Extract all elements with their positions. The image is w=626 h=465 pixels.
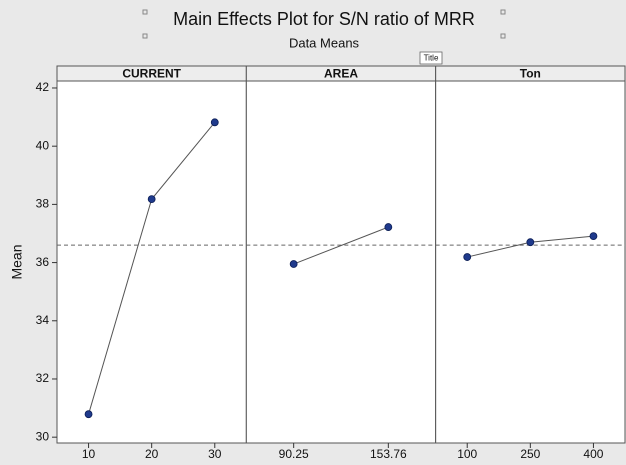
panel [245,80,437,444]
panel-title: CURRENT [122,67,181,81]
y-tick-label: 30 [36,429,50,443]
marker [84,410,93,419]
x-tick-label: 153.76 [370,447,407,461]
tooltip: Title [424,54,439,63]
panel-header [435,65,626,82]
y-tick-label: 42 [36,80,50,94]
handle [500,33,506,39]
x-tick-label: 90.25 [279,447,309,461]
y-axis-label: Mean [9,244,25,279]
marker [589,232,598,241]
chart-subtitle: Data Means [289,35,360,50]
x-tick-label: 100 [457,447,477,461]
chart-title: Main Effects Plot for S/N ratio of MRR [173,9,475,29]
panel [56,80,247,444]
panel [435,80,626,444]
marker [384,223,393,231]
tooltip-box [419,51,443,65]
y-tick-label: 38 [36,197,50,211]
handle [500,9,506,15]
x-tick-label: 400 [583,447,603,461]
x-tick-label: 250 [520,447,540,461]
marker [210,118,219,127]
y-tick-label: 40 [36,138,50,152]
x-tick-label: 10 [82,447,96,461]
panel-title: AREA [324,67,358,81]
handle [142,9,148,15]
line [293,226,389,265]
y-tick-label: 32 [36,371,50,385]
x-tick-label: 30 [208,447,222,461]
panel-title: Ton [520,67,541,81]
handle [142,33,148,39]
y-tick-label: 34 [36,313,50,327]
marker [147,195,156,204]
marker [463,253,472,261]
marker [289,260,298,268]
x-tick-label: 20 [145,447,159,461]
marker [526,238,535,247]
y-tick-label: 36 [36,255,50,269]
